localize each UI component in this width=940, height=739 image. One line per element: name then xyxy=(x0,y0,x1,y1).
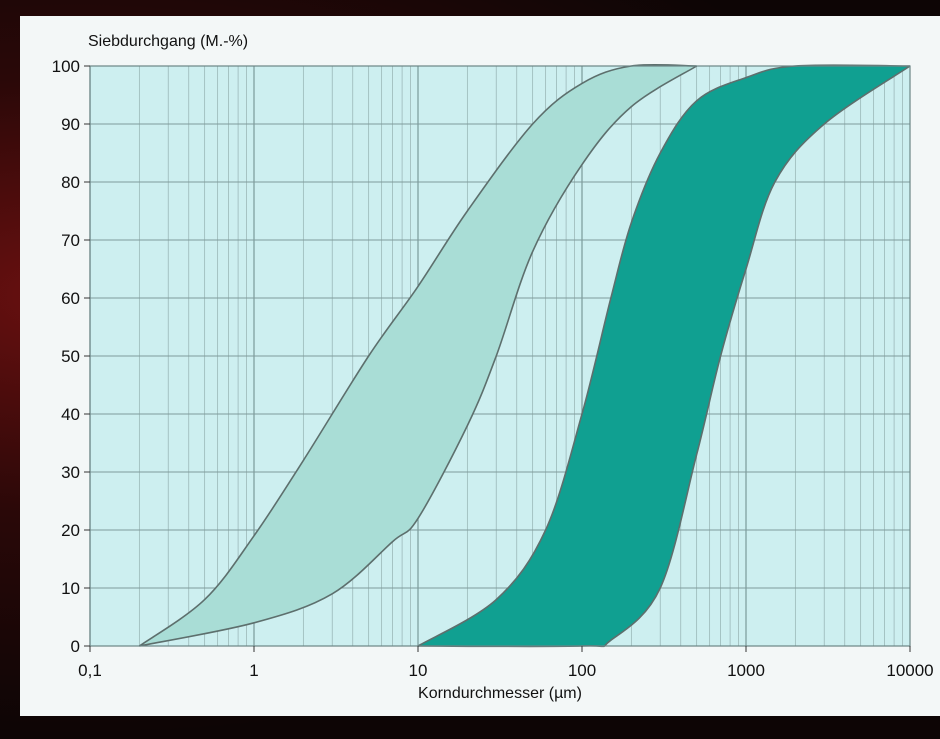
x-tick-label: 10 xyxy=(409,661,428,680)
x-tick-label: 10000 xyxy=(886,661,933,680)
chart-panel: 0 10 20 30 40 50 60 70 80 90 100 0,1 1 10 100 1000 10000… xyxy=(20,16,940,716)
y-tick-label: 80 xyxy=(61,173,80,192)
x-tick-label: 0,1 xyxy=(78,661,102,680)
x-tick-label: 1000 xyxy=(727,661,765,680)
y-tick-label: 20 xyxy=(61,521,80,540)
y-tick-label: 70 xyxy=(61,231,80,250)
x-axis-label: Korndurchmesser (µm) xyxy=(418,685,582,702)
y-tick-label: 60 xyxy=(61,289,80,308)
grain-size-chart: 0 10 20 30 40 50 60 70 80 90 100 0,1 1 10 100 1000 10000… xyxy=(52,33,934,702)
y-tick-label: 10 xyxy=(61,579,80,598)
band-upper-curve-1 xyxy=(138,63,697,647)
band-upper-curve-2 xyxy=(417,64,911,647)
band-area-2 xyxy=(418,65,910,647)
axes: 0 10 20 30 40 50 60 70 80 90 100 0,1 1 10 100 1000 10000 xyxy=(52,57,934,680)
y-tick-label: 30 xyxy=(61,463,80,482)
x-tick-label: 100 xyxy=(568,661,596,680)
y-tick-label: 90 xyxy=(61,115,80,134)
y-tick-label: 40 xyxy=(61,405,80,424)
y-axis-label: Siebdurchgang (M.-%) xyxy=(88,33,248,50)
band-lower-curve-1 xyxy=(139,65,698,647)
y-tick-label: 0 xyxy=(71,637,80,656)
y-tick-label: 100 xyxy=(52,57,80,76)
x-tick-label: 1 xyxy=(249,661,258,680)
y-tick-label: 50 xyxy=(61,347,80,366)
band-area-1 xyxy=(139,64,697,646)
